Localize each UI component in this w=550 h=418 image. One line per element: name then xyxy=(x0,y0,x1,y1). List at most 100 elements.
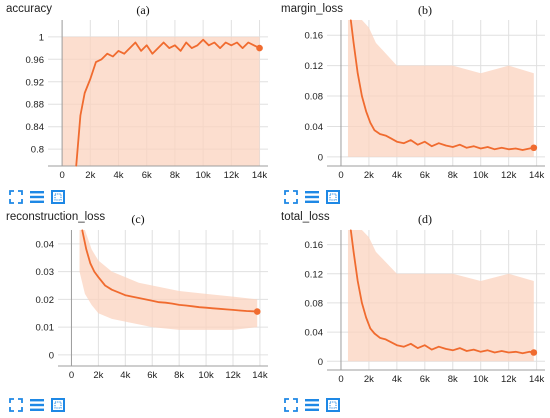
data-point xyxy=(198,306,200,308)
data-point xyxy=(230,44,232,46)
data-point xyxy=(417,347,419,349)
chart-title: margin_loss xyxy=(281,3,343,15)
x-tick-label: 12k xyxy=(501,170,517,181)
data-point xyxy=(81,229,83,231)
data-point xyxy=(352,42,355,44)
data-point xyxy=(459,144,461,146)
data-download-icon[interactable] xyxy=(29,189,45,205)
data-point xyxy=(473,145,475,147)
data-point xyxy=(84,92,86,94)
data-point xyxy=(410,343,412,345)
data-point xyxy=(508,148,510,150)
data-point xyxy=(365,110,367,112)
data-point xyxy=(140,50,142,52)
data-point xyxy=(379,133,381,135)
series-end-marker xyxy=(530,349,538,356)
data-point xyxy=(174,44,176,46)
data-point xyxy=(350,229,352,231)
data-point xyxy=(104,284,106,287)
data-point xyxy=(357,72,359,74)
expand-chart-icon[interactable] xyxy=(325,189,341,205)
x-tick-label: 14k xyxy=(529,170,545,181)
data-point xyxy=(373,129,376,131)
x-tick-label: 8k xyxy=(174,370,184,381)
panel-label: (a) xyxy=(136,3,150,17)
x-tick-label: 0 xyxy=(338,170,343,181)
fit-to-data-icon[interactable] xyxy=(283,189,299,205)
fit-to-data-icon[interactable] xyxy=(283,397,299,413)
data-point xyxy=(501,350,503,352)
x-tick-label: 14k xyxy=(529,374,545,385)
data-point xyxy=(459,347,461,349)
x-tick-label: 4k xyxy=(392,374,402,385)
raw-data-band xyxy=(347,20,534,157)
data-point xyxy=(253,44,255,46)
data-point xyxy=(487,146,489,148)
x-tick-label: 2k xyxy=(93,370,103,381)
y-tick-label: 0.16 xyxy=(305,31,324,42)
x-tick-label: 0 xyxy=(69,370,74,381)
data-point xyxy=(480,351,482,353)
y-tick-label: 0.04 xyxy=(305,328,324,339)
y-tick-label: 0.84 xyxy=(26,122,45,133)
data-point xyxy=(424,344,426,346)
data-point xyxy=(171,302,174,305)
data-point xyxy=(192,305,194,307)
y-tick-label: 1 xyxy=(39,32,44,43)
x-tick-label: 6k xyxy=(147,370,157,381)
x-tick-label: 0 xyxy=(59,170,64,181)
x-tick-label: 6k xyxy=(420,170,430,181)
expand-chart-icon[interactable] xyxy=(50,397,66,413)
data-point xyxy=(123,53,125,55)
data-point xyxy=(212,307,214,309)
fit-to-data-icon[interactable] xyxy=(8,189,24,205)
data-point xyxy=(138,297,140,299)
data-point xyxy=(473,348,475,351)
data-point xyxy=(129,47,131,49)
data-point xyxy=(219,47,221,49)
y-tick-label: 0.04 xyxy=(305,122,324,133)
data-point xyxy=(185,304,187,307)
fit-to-data-icon[interactable] xyxy=(8,397,24,413)
data-point xyxy=(515,147,517,150)
data-point xyxy=(365,316,367,319)
x-tick-label: 4k xyxy=(120,370,130,381)
data-point xyxy=(168,47,170,49)
data-point xyxy=(424,141,426,143)
panel-label: (d) xyxy=(418,212,432,226)
data-download-icon[interactable] xyxy=(29,397,45,413)
data-point xyxy=(196,44,199,46)
x-tick-label: 6k xyxy=(142,170,152,181)
data-point xyxy=(417,144,419,146)
data-point xyxy=(515,351,517,353)
chart-title: reconstruction_loss xyxy=(6,211,106,223)
expand-chart-icon[interactable] xyxy=(325,397,341,413)
x-tick-label: 2k xyxy=(364,374,374,385)
series-end-marker xyxy=(253,308,261,315)
x-tick-label: 10k xyxy=(195,170,211,181)
data-point xyxy=(134,41,137,44)
expand-chart-icon[interactable] xyxy=(50,189,66,205)
data-point xyxy=(501,147,503,149)
data-point xyxy=(89,262,91,264)
x-tick-label: 6k xyxy=(420,374,430,385)
data-point xyxy=(146,44,148,46)
data-download-icon[interactable] xyxy=(304,397,320,413)
data-point xyxy=(89,78,91,80)
series-end-marker xyxy=(530,144,538,152)
y-tick-label: 0.03 xyxy=(36,267,55,278)
y-tick-label: 0.88 xyxy=(26,100,45,111)
data-point xyxy=(213,41,216,44)
data-download-icon[interactable] xyxy=(304,189,320,205)
plot-area: 0 2k 4k 6k 8k 10k 12k 14k 0 0.04 0.08 0.12 0.16 xyxy=(305,19,545,181)
y-tick-label: 0.02 xyxy=(36,295,55,306)
data-point xyxy=(151,53,153,55)
y-tick-label: 0 xyxy=(318,152,323,163)
data-point xyxy=(369,122,371,124)
y-tick-label: 0.12 xyxy=(305,269,324,280)
data-point xyxy=(131,296,133,298)
chart-title: accuracy xyxy=(6,3,53,15)
x-tick-label: 10k xyxy=(473,170,489,181)
data-point xyxy=(350,19,352,21)
data-point xyxy=(369,327,371,330)
